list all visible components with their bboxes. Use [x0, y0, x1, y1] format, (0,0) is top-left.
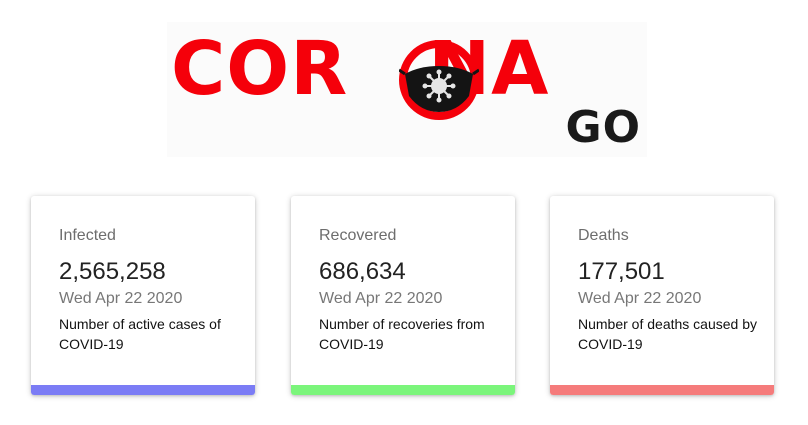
mask-virus-icon: [399, 40, 479, 120]
card-description: Number of recoveries from COVID-19: [319, 316, 485, 352]
card-date: Wed Apr 22 2020: [59, 290, 183, 307]
card-accent-bar: [31, 385, 255, 395]
deaths-card: Deaths 177,501 Wed Apr 22 2020 Number of…: [550, 196, 774, 395]
card-accent-bar: [550, 385, 774, 395]
infected-card: Infected 2,565,258 Wed Apr 22 2020 Numbe…: [31, 196, 255, 395]
logo-wordmark: COR NA: [171, 24, 549, 114]
card-count: 2,565,258: [59, 258, 166, 285]
card-title: Recovered: [319, 227, 397, 244]
logo-subtitle: GO: [565, 102, 641, 153]
card-count: 177,501: [578, 258, 665, 285]
card-description: Number of active cases of COVID-19: [59, 316, 221, 352]
card-title: Infected: [59, 227, 116, 244]
card-title: Deaths: [578, 227, 629, 244]
card-count: 686,634: [319, 258, 406, 285]
card-accent-bar: [291, 385, 515, 395]
card-date: Wed Apr 22 2020: [578, 290, 702, 307]
corona-go-logo: COR NA GO: [167, 22, 647, 157]
card-date: Wed Apr 22 2020: [319, 290, 443, 307]
logo-word-left: COR: [171, 26, 349, 112]
recovered-card: Recovered 686,634 Wed Apr 22 2020 Number…: [291, 196, 515, 395]
card-description: Number of deaths caused by COVID-19: [578, 316, 757, 352]
